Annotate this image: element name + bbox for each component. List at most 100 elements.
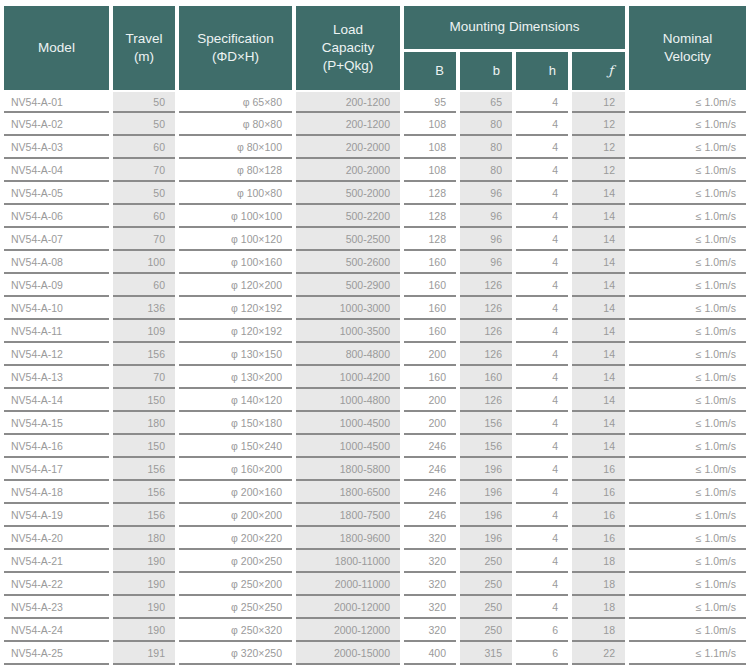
cell-B: 246 — [404, 435, 456, 458]
cell-load-capacity: 1000-3500 — [296, 320, 400, 343]
cell-model: NV54-A-19 — [4, 504, 109, 527]
cell-nominal-velocity: ≤ 1.0m/s — [629, 343, 746, 366]
cell-h: 4 — [516, 550, 568, 573]
cell-model: NV54-A-21 — [4, 550, 109, 573]
cell-f: 14 — [572, 343, 625, 366]
cell-load-capacity: 200-2000 — [296, 136, 400, 159]
cell-specification: φ 150×240 — [179, 435, 292, 458]
cell-B: 400 — [404, 642, 456, 665]
table-row: NV54-A-08100φ 100×160500-260016096414≤ 1… — [4, 251, 746, 274]
cell-b: 196 — [460, 458, 512, 481]
cell-nominal-velocity: ≤ 1.0m/s — [629, 320, 746, 343]
cell-model: NV54-A-15 — [4, 412, 109, 435]
cell-model: NV54-A-08 — [4, 251, 109, 274]
cell-nominal-velocity: ≤ 1.0m/s — [629, 159, 746, 182]
cell-travel: 191 — [113, 642, 175, 665]
cell-B: 246 — [404, 504, 456, 527]
cell-load-capacity: 2000-12000 — [296, 596, 400, 619]
cell-nominal-velocity: ≤ 1.0m/s — [629, 136, 746, 159]
cell-model: NV54-A-11 — [4, 320, 109, 343]
col-header-travel: Travel (m) — [113, 6, 175, 90]
cell-h: 4 — [516, 481, 568, 504]
cell-B: 108 — [404, 159, 456, 182]
cell-h: 4 — [516, 435, 568, 458]
cell-f: 18 — [572, 573, 625, 596]
cell-h: 4 — [516, 596, 568, 619]
cell-load-capacity: 2000-11000 — [296, 573, 400, 596]
cell-h: 4 — [516, 527, 568, 550]
col-header-load-capacity: Load Capacity (P+Qkg) — [296, 6, 400, 90]
cell-nominal-velocity: ≤ 1.0m/s — [629, 527, 746, 550]
cell-B: 320 — [404, 619, 456, 642]
cell-specification: φ 100×120 — [179, 228, 292, 251]
cell-specification: φ 250×200 — [179, 573, 292, 596]
table-row: NV54-A-21190φ 200×2501800-11000320250418… — [4, 550, 746, 573]
cell-specification: φ 65×80 — [179, 90, 292, 113]
cell-b: 196 — [460, 504, 512, 527]
cell-nominal-velocity: ≤ 1.0m/s — [629, 504, 746, 527]
cell-h: 4 — [516, 228, 568, 251]
cell-b: 96 — [460, 182, 512, 205]
cell-h: 4 — [516, 343, 568, 366]
cell-h: 4 — [516, 297, 568, 320]
cell-travel: 156 — [113, 504, 175, 527]
cell-model: NV54-A-16 — [4, 435, 109, 458]
cell-b: 96 — [460, 228, 512, 251]
cell-B: 160 — [404, 297, 456, 320]
cell-travel: 156 — [113, 481, 175, 504]
cell-travel: 60 — [113, 205, 175, 228]
cell-nominal-velocity: ≤ 1.0m/s — [629, 251, 746, 274]
cell-B: 160 — [404, 320, 456, 343]
cell-travel: 60 — [113, 274, 175, 297]
col-header-B: B — [404, 52, 456, 90]
cell-model: NV54-A-23 — [4, 596, 109, 619]
cell-specification: φ 100×160 — [179, 251, 292, 274]
cell-b: 160 — [460, 366, 512, 389]
cell-b: 126 — [460, 274, 512, 297]
cell-b: 156 — [460, 435, 512, 458]
cell-h: 4 — [516, 90, 568, 113]
cell-B: 128 — [404, 182, 456, 205]
cell-nominal-velocity: ≤ 1.0m/s — [629, 366, 746, 389]
cell-specification: φ 130×200 — [179, 366, 292, 389]
cell-nominal-velocity: ≤ 1.0m/s — [629, 481, 746, 504]
cell-travel: 50 — [113, 113, 175, 136]
cell-specification: φ 200×220 — [179, 527, 292, 550]
cell-h: 4 — [516, 504, 568, 527]
cell-b: 196 — [460, 527, 512, 550]
table-row: NV54-A-20180φ 200×2201800-9600320196416≤… — [4, 527, 746, 550]
cell-model: NV54-A-01 — [4, 90, 109, 113]
cell-B: 200 — [404, 343, 456, 366]
cell-f: 14 — [572, 274, 625, 297]
cell-specification: φ 100×80 — [179, 182, 292, 205]
cell-b: 80 — [460, 136, 512, 159]
cell-travel: 70 — [113, 366, 175, 389]
table-row: NV54-A-0550φ 100×80500-200012896414≤ 1.0… — [4, 182, 746, 205]
table-row: NV54-A-14150φ 140×1201000-4800200126414≤… — [4, 389, 746, 412]
cell-nominal-velocity: ≤ 1.0m/s — [629, 228, 746, 251]
cell-B: 200 — [404, 412, 456, 435]
cell-B: 160 — [404, 251, 456, 274]
cell-h: 4 — [516, 389, 568, 412]
cell-nominal-velocity: ≤ 1.0m/s — [629, 274, 746, 297]
cell-specification: φ 120×192 — [179, 320, 292, 343]
table-row: NV54-A-0960φ 120×200500-2900160126414≤ 1… — [4, 274, 746, 297]
cell-b: 156 — [460, 412, 512, 435]
cell-nominal-velocity: ≤ 1.0m/s — [629, 90, 746, 113]
cell-nominal-velocity: ≤ 1.1m/s — [629, 642, 746, 665]
col-header-nominal-velocity: Nominal Velocity — [629, 6, 746, 90]
cell-specification: φ 200×250 — [179, 550, 292, 573]
cell-model: NV54-A-25 — [4, 642, 109, 665]
cell-f: 14 — [572, 251, 625, 274]
cell-nominal-velocity: ≤ 1.0m/s — [629, 205, 746, 228]
cell-travel: 50 — [113, 90, 175, 113]
cell-travel: 50 — [113, 182, 175, 205]
cell-b: 126 — [460, 343, 512, 366]
cell-travel: 60 — [113, 136, 175, 159]
cell-h: 4 — [516, 205, 568, 228]
table-row: NV54-A-11109φ 120×1921000-3500160126414≤… — [4, 320, 746, 343]
cell-B: 320 — [404, 596, 456, 619]
col-header-h: h — [516, 52, 568, 90]
cell-b: 315 — [460, 642, 512, 665]
cell-B: 108 — [404, 136, 456, 159]
